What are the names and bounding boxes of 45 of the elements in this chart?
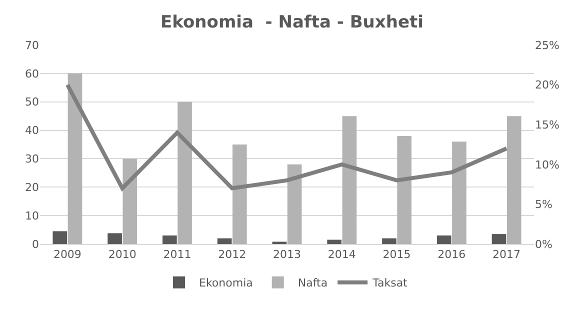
y2-tick-label: 25%: [535, 38, 560, 52]
bar: [397, 136, 412, 244]
y2-tick-label: 5%: [535, 198, 552, 212]
y2-tick-label: 0%: [535, 238, 552, 251]
x-tick-label: 2009: [53, 248, 82, 262]
x-tick-label: 2016: [438, 248, 466, 262]
bar: [492, 234, 506, 244]
bar: [178, 102, 192, 244]
bar: [327, 240, 342, 244]
bar: [287, 164, 302, 244]
bar: [52, 231, 68, 244]
y-tick-label: 50: [25, 96, 39, 109]
x-tick-label: 2011: [163, 248, 192, 262]
bar: [217, 238, 232, 244]
legend-label: Nafta: [298, 276, 328, 290]
bar: [68, 73, 82, 244]
bar: [108, 233, 122, 244]
chart-title: Ekonomia - Nafta - Buxheti: [160, 12, 424, 32]
y-tick-label: 20: [25, 180, 39, 194]
legend-label: Ekonomia: [199, 276, 253, 290]
y-tick-label: 30: [25, 152, 39, 166]
line-series: [65, 82, 509, 190]
bar: [342, 116, 357, 244]
x-tick-label: 2017: [492, 248, 521, 262]
x-tick-label: 2015: [382, 248, 411, 262]
y2-tick-label: 10%: [535, 158, 560, 172]
bar: [122, 158, 138, 244]
y2-tick-label: 15%: [535, 118, 560, 132]
bar: [452, 142, 466, 244]
bar: [436, 235, 452, 244]
bar: [162, 235, 177, 244]
y2-tick-label: 20%: [535, 78, 560, 92]
y-tick-label: 0: [32, 238, 39, 251]
legend-label: Taksat: [372, 276, 408, 290]
y-tick-label: 70: [25, 38, 39, 52]
y-tick-label: 40: [25, 124, 39, 138]
x-tick-label: 2014: [328, 248, 356, 262]
x-tick-label: 2012: [218, 248, 246, 262]
bar: [232, 144, 247, 244]
x-tick-label: 2010: [108, 248, 136, 262]
bar: [506, 116, 522, 244]
y-tick-label: 60: [25, 67, 39, 80]
y-tick-label: 10: [25, 209, 39, 222]
x-tick-label: 2013: [273, 248, 301, 262]
bar: [382, 238, 396, 244]
